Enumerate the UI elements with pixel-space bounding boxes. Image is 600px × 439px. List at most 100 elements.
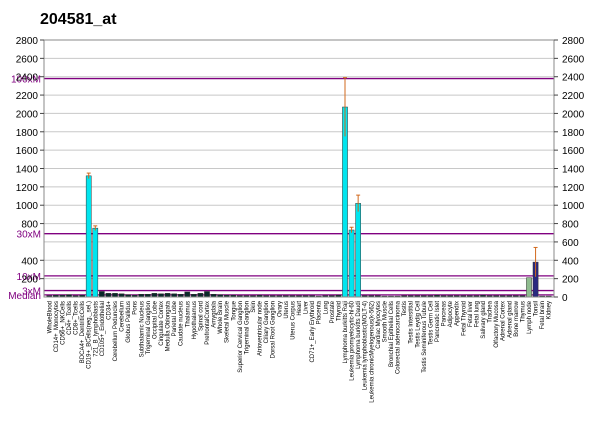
category-label-34: Dorsal Root Ganglion — [271, 301, 277, 358]
category-label-48: Leukemia lymphoblastic(MOLT-4) — [363, 301, 369, 390]
y-tick-label-left-1600: 1600 — [16, 146, 39, 157]
y-tick-label-right-0: 0 — [562, 293, 568, 304]
category-label-53: Colorectal adenocarcinoma — [396, 300, 402, 374]
category-label-1: CD14+_Monocytes — [54, 301, 60, 352]
bar-47 — [355, 203, 361, 298]
category-label-57: Testis Seminiferous Tubule — [422, 300, 428, 372]
category-label-10: Cerebellum Peduncles — [113, 301, 119, 361]
category-label-3: CD4+_Tcells — [67, 301, 73, 335]
category-label-4: CD8+_Tcells — [74, 301, 80, 335]
category-label-39: Liver — [304, 301, 310, 314]
bar-73 — [526, 277, 532, 298]
y-tick-label-left-400: 400 — [21, 256, 38, 267]
category-label-52: Bronchial Epithelial Cells — [389, 301, 395, 367]
y-tick-label-left-800: 800 — [21, 220, 38, 231]
category-label-69: Adrenal Cortex — [501, 301, 507, 341]
category-label-68: Olfactory Mucosa — [494, 300, 500, 347]
category-label-62: Appendix — [455, 301, 461, 326]
category-label-21: Thalamus — [185, 301, 191, 327]
y-tick-label-right-1200: 1200 — [562, 183, 585, 194]
y-tick-label-left-1200: 1200 — [16, 183, 39, 194]
y-tick-label-right-1600: 1600 — [562, 146, 585, 157]
bar-7 — [92, 227, 99, 298]
y-tick-label-right-2800: 2800 — [562, 36, 585, 47]
bar-21 — [184, 291, 191, 298]
category-label-41: Placenta — [317, 300, 323, 324]
y-tick-label-left-1800: 1800 — [16, 128, 39, 139]
category-label-26: Whole Brain — [218, 301, 224, 334]
category-label-51: Smooth Muscle — [382, 300, 388, 342]
category-label-54: Testis — [402, 301, 408, 316]
category-label-8: CD105+_Endothelial — [100, 301, 106, 356]
category-label-65: Fetal lung — [474, 301, 480, 327]
category-label-67: Trachea — [488, 300, 494, 322]
category-label-2: CD56+_NKCells — [60, 301, 66, 345]
category-label-33: Ciliary Ganglion — [264, 301, 270, 343]
category-label-38: Heart — [297, 301, 303, 316]
category-label-47: Lymphoma burkitts Daudi — [356, 301, 362, 369]
category-label-56: Testis Leydig Cell — [415, 301, 421, 348]
y-tick-label-left-2600: 2600 — [16, 54, 39, 65]
y-tick-label-right-1000: 1000 — [562, 201, 585, 212]
category-label-17: Cingulate Cortex — [159, 301, 165, 346]
category-label-19: Parietal Lobe — [172, 300, 178, 336]
category-label-58: Testis Germ Cell — [428, 301, 434, 345]
category-label-35: Ovary — [277, 301, 283, 317]
y-tick-label-left-1400: 1400 — [16, 165, 39, 176]
y-tick-label-left-1000: 1000 — [16, 201, 39, 212]
y-tick-label-right-2000: 2000 — [562, 109, 585, 120]
bar-18 — [164, 293, 171, 298]
axes: 2800260024002200200018001600140012001000… — [16, 36, 585, 304]
y-tick-label-right-2600: 2600 — [562, 54, 585, 65]
bar-24 — [204, 291, 210, 298]
category-label-6: CD19+_BCells(neg._sel.) — [87, 301, 93, 369]
y-tick-label-left-2200: 2200 — [16, 91, 39, 102]
category-label-28: Tongue — [231, 300, 237, 320]
bar-16 — [151, 293, 158, 298]
bar-6 — [85, 175, 92, 298]
category-label-22: Hypothalamus — [192, 301, 198, 339]
category-label-30: Trigeminal Ganglion — [244, 301, 250, 354]
category-label-11: Cerebellum — [120, 301, 126, 332]
category-label-50: Cardiac Myocytes — [376, 301, 382, 349]
category-label-43: Prostate — [330, 300, 336, 323]
category-label-60: Pancreas — [442, 301, 448, 326]
category-label-16: Occipital Lobe — [152, 300, 158, 339]
category-label-42: Lung — [323, 301, 329, 314]
y-tick-label-right-2400: 2400 — [562, 73, 585, 84]
bar-23 — [197, 293, 204, 298]
category-label-29: Superior Cervical Ganglion — [238, 301, 244, 373]
category-label-15: Trigeminal Ganglion — [146, 301, 152, 354]
y-tick-label-right-200: 200 — [562, 275, 579, 286]
y-tick-label-left-2800: 2800 — [16, 36, 39, 47]
reference-label-30xM: 30xM — [17, 230, 41, 241]
y-tick-label-right-1800: 1800 — [562, 128, 585, 139]
reference-label-100xM: 100xM — [11, 75, 41, 86]
category-label-74: Tonsil — [534, 301, 540, 316]
category-label-23: Spinal cord — [198, 301, 204, 331]
reference-label-10xM: 10xM — [17, 272, 41, 283]
chart-title: 204581_at — [40, 11, 117, 28]
category-label-7: 721_B_lymphoblasts — [93, 301, 99, 357]
category-label-75: Fetal brain — [540, 301, 546, 329]
category-label-73: Lymph node — [527, 300, 533, 333]
category-label-9: CD34+ — [106, 301, 112, 320]
category-label-71: Bone marrow — [514, 300, 520, 336]
y-tick-label-left-2400: 2400 — [16, 73, 39, 84]
reference-label-3xM: 3xM — [22, 287, 41, 298]
category-label-55: Testis Interstitial — [409, 301, 415, 344]
category-label-36: Uterus — [284, 301, 290, 319]
category-label-76: Kidney — [547, 301, 553, 319]
y-tick-label-right-800: 800 — [562, 220, 579, 231]
category-label-63: Fetal Thyroid — [461, 301, 467, 336]
bar-8 — [99, 291, 105, 298]
bar-10 — [112, 293, 118, 298]
category-label-44: Thyroid — [336, 301, 342, 321]
category-label-13: Pons — [133, 301, 139, 315]
category-label-5: BDCA4+_DentriticCells — [80, 301, 86, 363]
category-label-0: WholeBlood — [47, 301, 53, 333]
y-tick-label-left-2000: 2000 — [16, 109, 39, 120]
category-label-31: Skin — [251, 301, 257, 313]
